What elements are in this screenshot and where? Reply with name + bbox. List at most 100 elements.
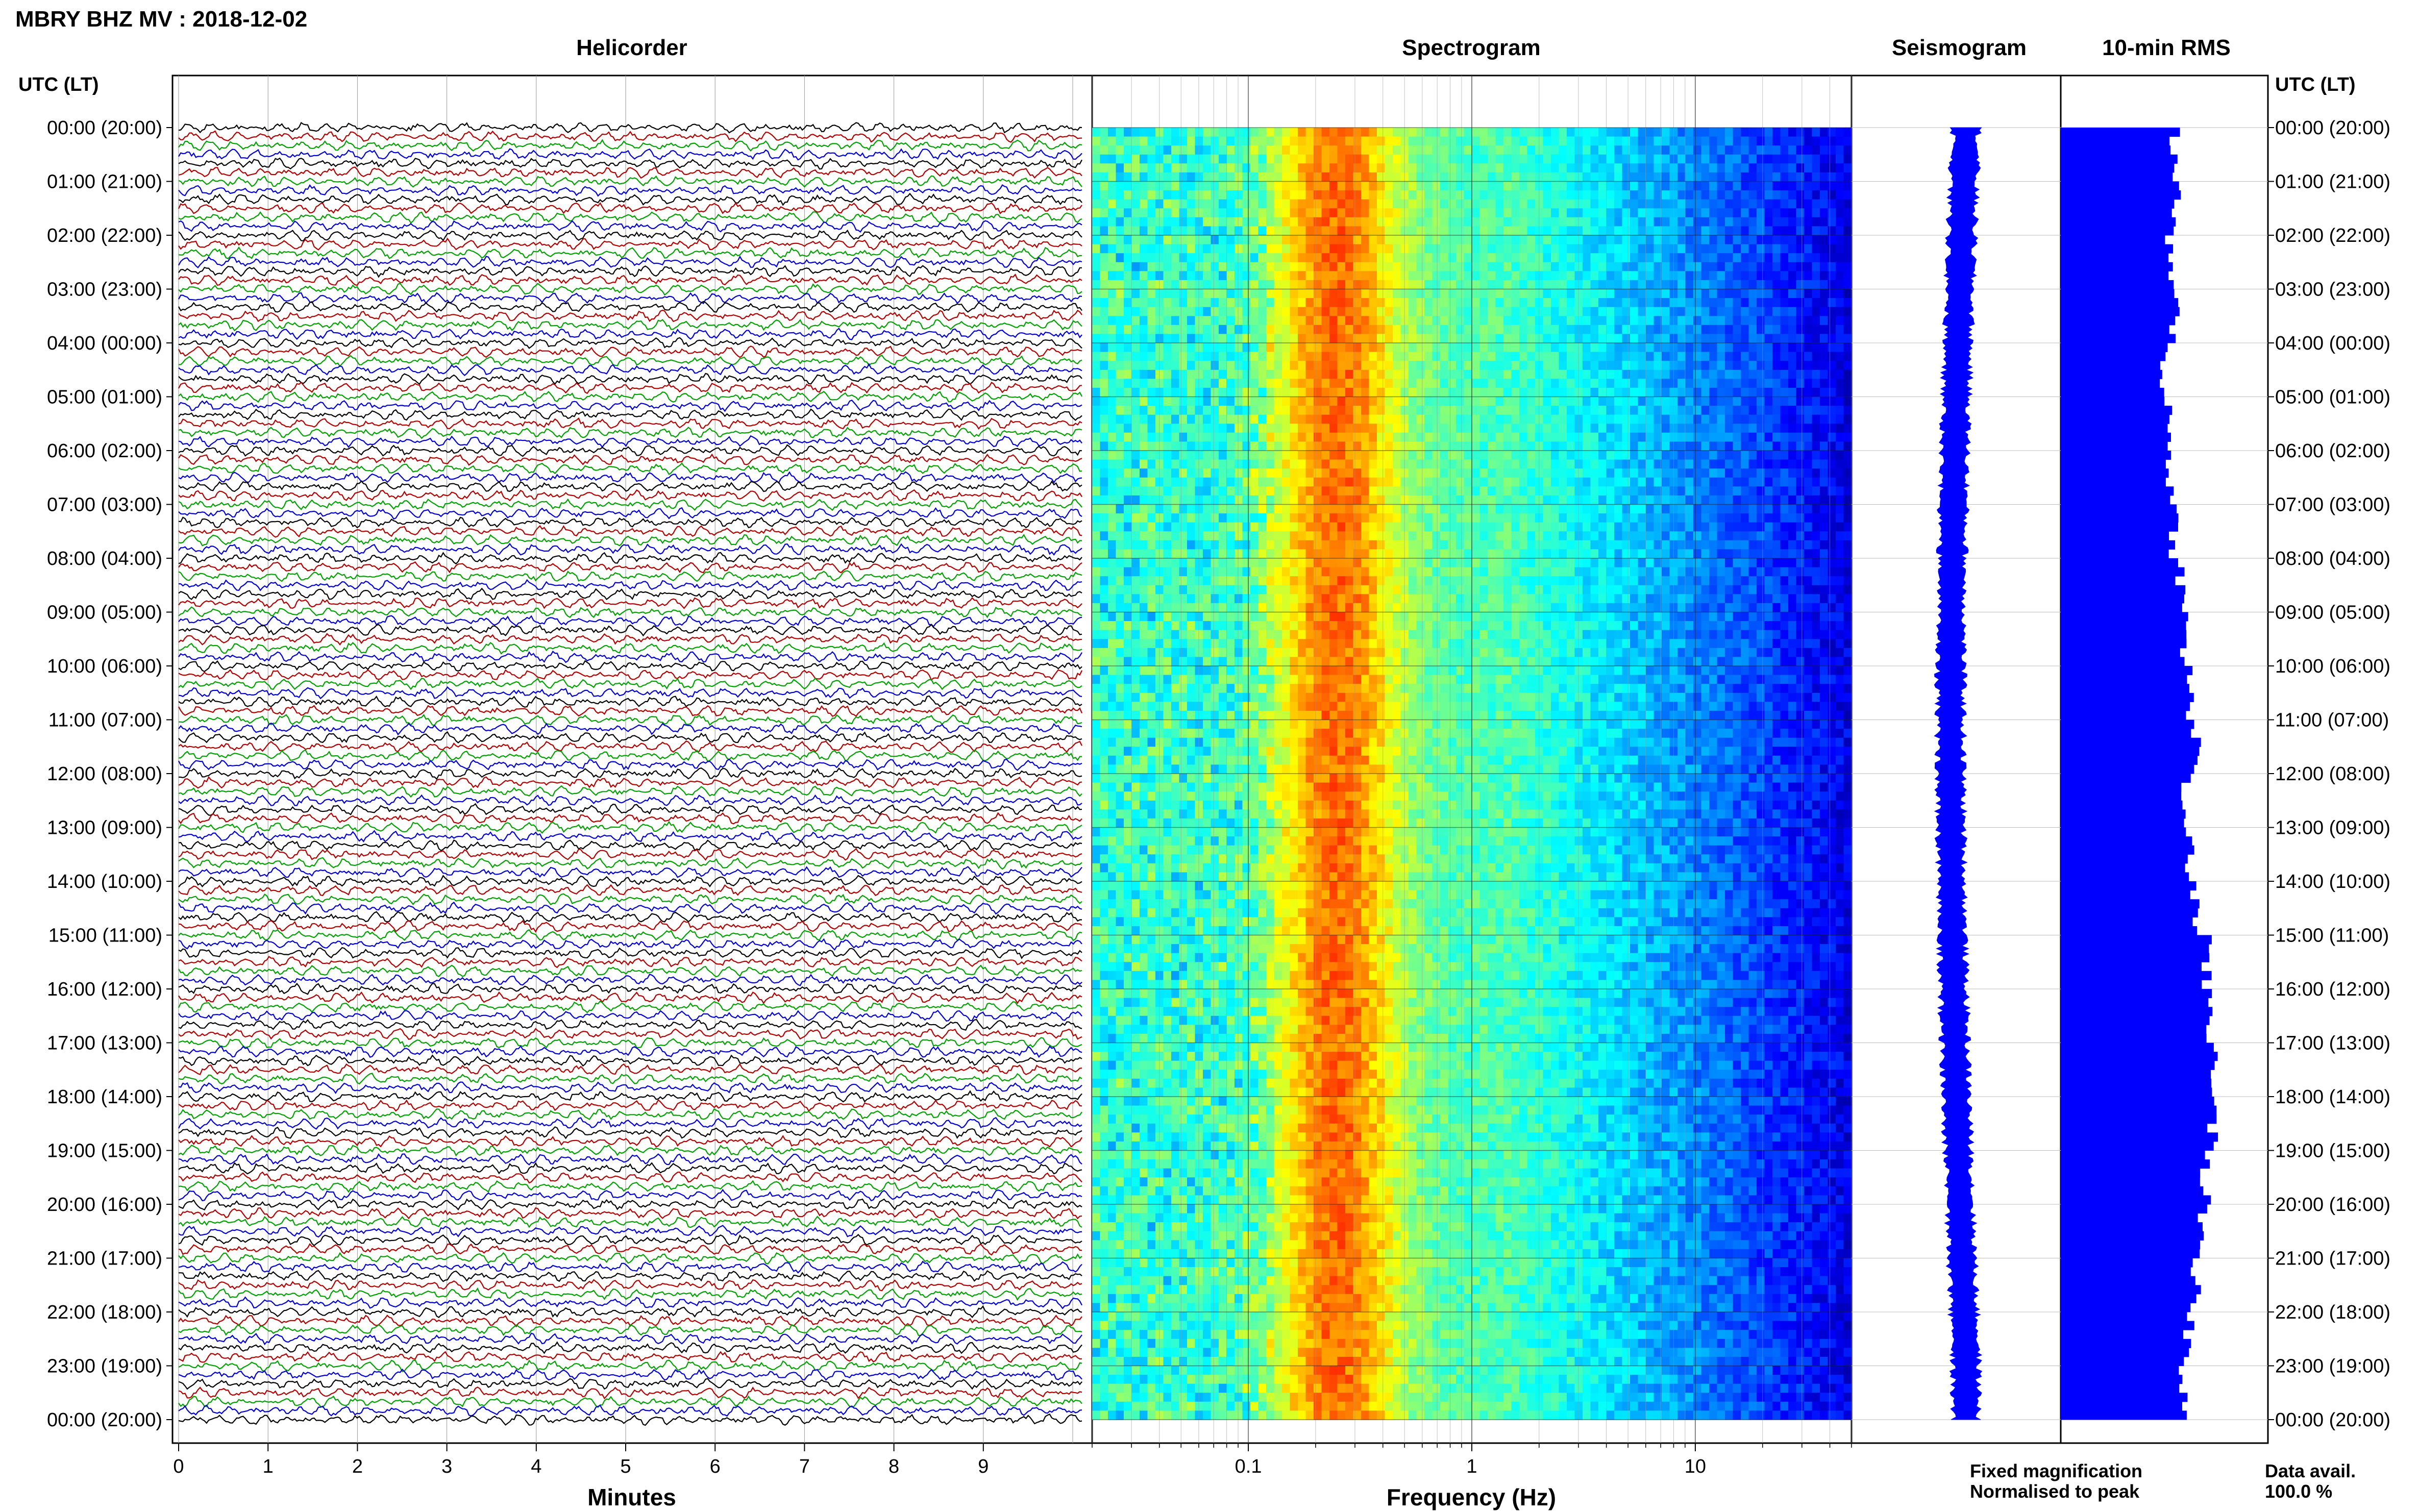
spectrogram-cell: [1171, 280, 1180, 290]
spectrogram-cell: [1266, 621, 1275, 631]
spectrogram-cell: [1282, 1231, 1291, 1241]
spectrogram-cell: [1108, 818, 1117, 828]
spectrogram-cell: [1242, 163, 1251, 173]
spectrogram-cell: [1329, 675, 1338, 684]
spectrogram-cell: [1108, 612, 1117, 622]
spectrogram-cell: [1092, 908, 1101, 918]
spectrogram-cell: [1124, 459, 1132, 469]
spectrogram-cell: [1345, 1267, 1354, 1277]
spectrogram-cell: [1337, 414, 1346, 424]
spectrogram-cell: [1171, 603, 1180, 613]
spectrogram-cell: [1187, 199, 1196, 209]
spectrogram-cell: [1171, 504, 1180, 514]
spectrogram-cell: [1353, 1141, 1362, 1151]
spectrogram-cell: [1337, 1087, 1346, 1097]
spectrogram-cell: [1179, 289, 1188, 299]
spectrogram-cell: [1163, 666, 1172, 676]
spectrogram-cell: [1226, 1177, 1235, 1187]
spectrogram-cell: [1211, 594, 1219, 604]
spectrogram-cell: [1203, 710, 1212, 721]
spectrogram-cell: [1274, 917, 1282, 927]
spectrogram-cell: [1337, 558, 1346, 568]
spectrogram-cell: [1195, 576, 1203, 586]
spectrogram-cell: [1345, 720, 1354, 729]
spectrogram-cell: [1163, 522, 1172, 532]
spectrogram-cell: [1171, 1204, 1180, 1214]
spectrogram-cell: [1219, 612, 1227, 622]
spectrogram-cell: [1140, 710, 1148, 721]
spectrogram-cell: [1250, 603, 1259, 613]
spectrogram-cell: [1337, 271, 1346, 281]
spectrogram-cell: [1131, 451, 1140, 460]
spectrogram-cell: [1203, 1401, 1212, 1411]
spectrogram-cell: [1131, 1294, 1140, 1303]
spectrogram-cell: [1100, 531, 1108, 541]
spectrogram-cell: [1282, 1258, 1291, 1268]
spectrogram-cell: [1242, 1186, 1251, 1196]
spectrogram-cell: [1321, 944, 1330, 954]
spectrogram-cell: [1242, 675, 1251, 684]
spectrogram-cell: [1171, 1015, 1180, 1025]
spectrogram-cell: [1235, 872, 1243, 882]
spectrogram-cell: [1195, 585, 1203, 594]
spectrogram-cell: [1124, 199, 1132, 209]
spectrogram-cell: [1163, 486, 1172, 496]
spectrogram-cell: [1298, 1141, 1306, 1151]
spectrogram-cell: [1305, 1150, 1314, 1160]
spectrogram-cell: [1321, 1366, 1330, 1375]
spectrogram-cell: [1195, 486, 1203, 496]
spectrogram-cell: [1361, 594, 1370, 604]
spectrogram-cell: [1131, 352, 1140, 361]
spectrogram-cell: [1211, 235, 1219, 245]
spectrogram-cell: [1345, 361, 1354, 370]
spectrogram-cell: [1203, 451, 1212, 460]
spectrogram-cell: [1140, 944, 1148, 954]
spectrogram-cell: [1219, 1159, 1227, 1169]
spectrogram-cell: [1163, 710, 1172, 721]
spectrogram-cell: [1116, 486, 1124, 496]
spectrogram-cell: [1361, 603, 1370, 613]
spectrogram-cell: [1361, 217, 1370, 227]
spectrogram-cell: [1321, 1033, 1330, 1044]
spectrogram-cell: [1258, 128, 1267, 137]
spectrogram-cell: [1140, 818, 1148, 828]
spectrogram-cell: [1187, 935, 1196, 945]
spectrogram-cell: [1116, 1410, 1124, 1420]
spectrogram-cell: [1250, 639, 1259, 649]
spectrogram-cell: [1266, 1043, 1275, 1052]
spectrogram-cell: [1242, 217, 1251, 227]
spectrogram-cell: [1258, 280, 1267, 290]
spectrogram-cell: [1187, 684, 1196, 693]
spectrogram-cell: [1179, 1114, 1188, 1124]
spectrogram-cell: [1321, 1070, 1330, 1079]
spectrogram-cell: [1211, 190, 1219, 200]
spectrogram-cell: [1100, 809, 1108, 819]
spectrogram-cell: [1282, 1383, 1291, 1393]
spectrogram-cell: [1219, 1366, 1227, 1375]
spectrogram-cell: [1266, 1267, 1275, 1277]
spectrogram-cell: [1250, 217, 1259, 227]
spectrogram-cell: [1092, 441, 1101, 451]
spectrogram-cell: [1282, 836, 1291, 846]
spectrogram-cell: [1242, 1114, 1251, 1124]
spectrogram-cell: [1171, 1258, 1180, 1268]
spectrogram-cell: [1305, 280, 1314, 290]
spectrogram-cell: [1211, 504, 1219, 514]
spectrogram-cell: [1305, 1078, 1314, 1088]
spectrogram-cell: [1092, 971, 1101, 980]
spectrogram-cell: [1321, 1052, 1330, 1061]
spectrogram-cell: [1187, 522, 1196, 532]
spectrogram-cell: [1219, 908, 1227, 918]
spectrogram-cell: [1274, 1330, 1282, 1340]
spectrogram-cell: [1298, 998, 1306, 1007]
spectrogram-cell: [1274, 1132, 1282, 1142]
spectrogram-cell: [1298, 737, 1306, 747]
spectrogram-cell: [1219, 1015, 1227, 1025]
spectrogram-cell: [1219, 441, 1227, 451]
spectrogram-cell: [1321, 558, 1330, 568]
spectrogram-cell: [1337, 190, 1346, 200]
spectrogram-cell: [1361, 459, 1370, 469]
spectrogram-cell: [1171, 387, 1180, 398]
spectrogram-cell: [1345, 692, 1354, 702]
spectrogram-cell: [1242, 998, 1251, 1007]
